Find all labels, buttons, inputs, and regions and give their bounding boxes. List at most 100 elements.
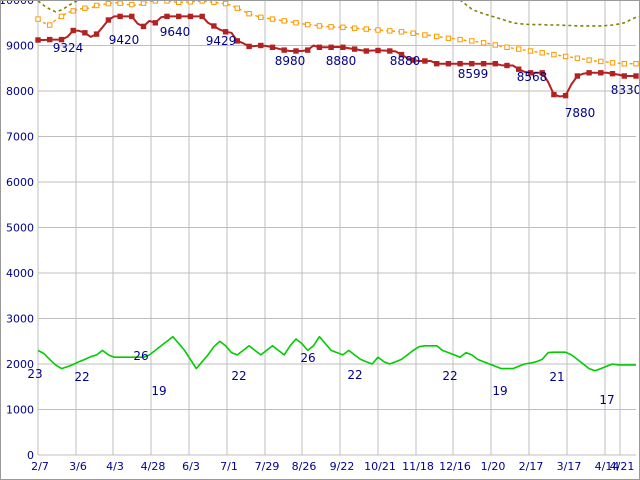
data-point-marker [222,29,229,35]
x-axis-tick-label: 3/17 [557,460,582,473]
series-line-volume [37,335,636,372]
data-point-marker [70,8,76,14]
data-point-marker [316,44,323,50]
data-point-label-price: 8330 [611,83,640,97]
data-point-marker [586,70,592,76]
data-point-marker [351,46,358,52]
data-point-marker [140,23,147,30]
data-point-marker [410,57,416,63]
data-point-marker [58,36,65,43]
data-point-marker [434,33,440,40]
data-point-marker [516,46,522,52]
data-point-marker [117,13,123,20]
data-point-marker [363,48,370,54]
data-point-marker [269,44,276,50]
data-point-marker [281,47,287,53]
data-point-marker [258,42,264,49]
x-axis-tick-label: 6/3 [182,460,200,473]
y-axis-tick-label: 5000 [6,222,34,235]
data-point-marker [598,58,604,65]
y-axis-tick-label: 6000 [6,176,34,189]
data-point-marker [516,66,522,72]
data-point-marker [187,0,194,5]
data-point-marker [293,20,299,26]
data-point-marker [387,48,393,54]
x-axis-tick-label: 10/21 [364,460,396,473]
data-point-marker [305,21,311,28]
y-axis-tick-label: 10000 [0,0,34,7]
data-point-marker [234,5,241,11]
x-axis-tick-label: 2/7 [31,460,49,473]
data-point-label-price: 9324 [53,41,84,55]
y-axis-tick-label: 8000 [6,85,34,98]
data-point-marker [480,40,487,46]
data-point-marker [469,38,475,44]
data-point-marker [105,17,112,23]
data-point-marker [199,13,205,20]
series-line-upper-band [37,0,636,65]
data-point-marker [504,62,510,69]
data-point-marker [586,57,592,63]
x-axis-tick-label: 7/29 [255,460,280,473]
data-point-marker [47,22,53,28]
x-axis-tick-label: 8/26 [292,460,317,473]
data-point-marker [539,50,545,56]
data-point-marker [152,20,159,26]
data-point-marker [93,31,100,37]
data-point-marker [258,14,264,21]
series-line-other-band-seg1 [457,0,640,27]
data-point-marker [539,70,545,76]
data-point-marker [410,30,416,36]
data-point-marker [293,48,299,54]
data-point-marker [551,51,557,58]
data-point-marker [340,24,346,31]
data-point-marker [281,18,287,24]
data-point-labels: 9324 9420 9640 9429 8980 8880 8880 8599 8568 7880… [27,25,640,407]
data-point-marker [633,61,639,67]
data-point-label-volume: 22 [442,369,457,383]
y-axis-tick-label: 3000 [6,313,34,326]
data-point-marker [609,60,616,66]
y-axis-tick-label: 2000 [6,358,34,371]
data-point-marker [527,70,534,76]
data-point-marker [574,73,581,79]
x-axis-tick-label: 4/28 [141,460,166,473]
x-axis-tick-label: 3/6 [69,460,87,473]
data-point-marker [598,70,604,76]
data-point-marker [211,23,217,29]
data-point-marker [387,28,393,34]
data-point-marker [176,13,182,20]
data-point-label-price: 8980 [275,54,306,68]
data-point-marker [469,61,475,67]
data-point-marker [375,27,381,33]
data-point-marker [527,48,534,54]
data-point-marker [93,2,100,9]
data-point-marker [246,43,252,50]
data-point-marker [398,29,405,35]
y-axis-tick-label: 9000 [6,40,34,53]
data-point-label-price: 9420 [109,33,140,47]
data-point-marker [504,44,510,50]
data-point-label-price: 7880 [565,106,596,120]
data-point-marker [351,25,358,31]
data-point-marker [187,13,194,20]
y-axis-tick-label: 7000 [6,131,34,144]
x-axis-tick-label: 9/22 [330,460,355,473]
data-point-marker [70,27,76,34]
data-point-label-volume: 22 [231,369,246,383]
series-line-price [38,15,636,98]
data-point-marker [328,44,334,50]
data-point-label-volume: 26 [133,349,148,363]
data-point-marker [398,51,405,58]
x-axis-tick-label: 4/21 [610,460,635,473]
series-line-other-band-seg0 [37,0,80,13]
data-point-marker [633,73,639,79]
x-axis-tick-label: 4/3 [106,460,124,473]
y-axis-tick-label: 4000 [6,267,34,280]
data-point-label-price: 8880 [326,54,357,68]
data-point-marker [445,35,452,41]
data-point-marker [434,61,440,67]
data-point-label-volume: 21 [549,370,564,384]
